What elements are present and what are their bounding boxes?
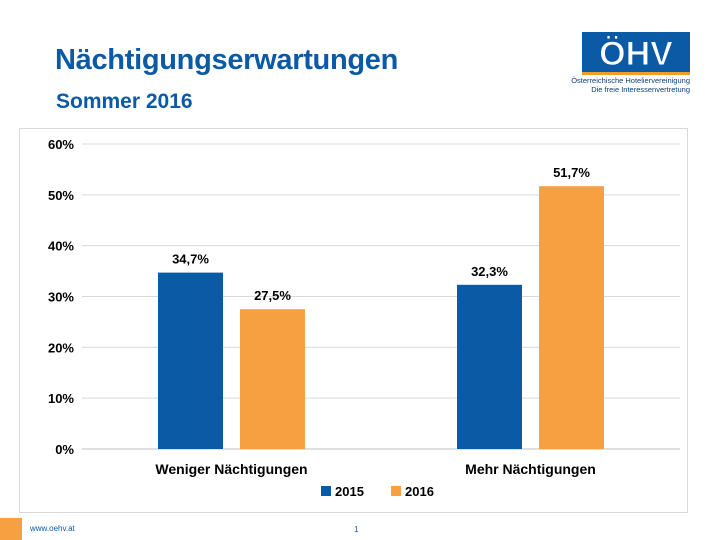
y-tick-label: 0%: [55, 442, 74, 457]
legend-swatch: [391, 486, 401, 496]
page-number: 1: [354, 525, 359, 534]
data-label: 34,7%: [172, 252, 209, 267]
page-title: Nächtigungserwartungen: [55, 44, 399, 76]
data-label: 51,7%: [553, 165, 590, 180]
data-label: 32,3%: [471, 264, 508, 279]
page-subtitle: Sommer 2016: [56, 90, 193, 113]
logo-mark: ÖHV: [582, 32, 690, 75]
bar: [539, 186, 604, 450]
footer-accent: [0, 518, 22, 540]
data-label: 27,5%: [254, 288, 291, 303]
y-tick-label: 50%: [48, 188, 74, 203]
y-tick-label: 10%: [48, 391, 74, 406]
logo-line-1: Österreichische Hoteliervereinigung: [571, 76, 690, 85]
logo-line-2: Die freie Interessenvertretung: [591, 85, 690, 94]
oehv-logo: ÖHV Österreichische Hoteliervereinigung …: [571, 32, 690, 94]
chart-area: 0% 10% 20% 30% 40% 50% 60% 34,7% 27,5% Weniger Nä…: [19, 128, 688, 513]
y-tick-label: 60%: [48, 137, 74, 152]
bar: [240, 309, 305, 449]
y-tick-label: 20%: [48, 340, 74, 355]
bar-chart: 0% 10% 20% 30% 40% 50% 60% 34,7% 27,5% Weniger Nä…: [48, 137, 680, 499]
y-tick-label: 30%: [48, 290, 74, 305]
footer-url[interactable]: www.oehv.at: [30, 524, 75, 533]
bar: [457, 284, 522, 449]
bar: [158, 272, 223, 449]
x-tick-label: Mehr Nächtigungen: [465, 461, 596, 477]
legend-label: 2016: [405, 484, 434, 499]
svg-text:ÖHV: ÖHV: [599, 35, 673, 72]
legend-label: 2015: [335, 484, 364, 499]
legend-swatch: [321, 486, 331, 496]
y-tick-label: 40%: [48, 239, 74, 254]
x-tick-label: Weniger Nächtigungen: [155, 461, 307, 477]
